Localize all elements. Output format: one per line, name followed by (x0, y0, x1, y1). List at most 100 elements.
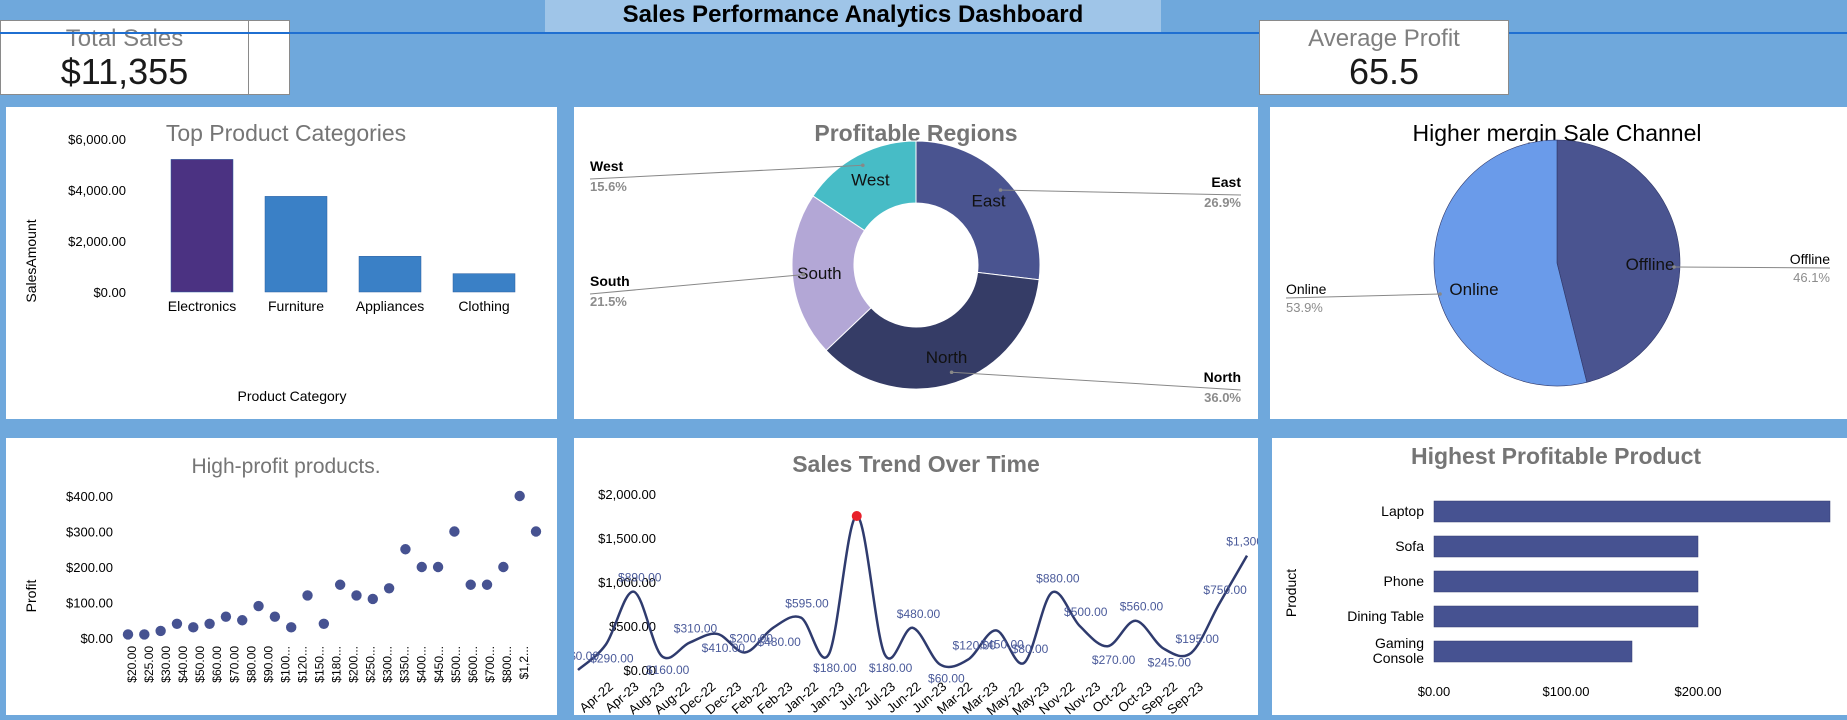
scatter-point[interactable] (498, 561, 509, 573)
leader-line-offline (1673, 266, 1831, 269)
scatter-point[interactable] (351, 590, 362, 601)
peak-marker[interactable] (851, 511, 862, 521)
callout-percent-online: 53.9% (1286, 300, 1323, 315)
scatter-point[interactable] (204, 618, 215, 629)
data-label: $60.00 (928, 672, 965, 686)
x-tick-label: $90.00 (261, 646, 275, 683)
callout-name-west: West (590, 158, 624, 174)
scatter-point[interactable] (188, 622, 199, 633)
kpi-average-profit: Average Profit 65.5 (1259, 20, 1509, 95)
data-label: $750.00 (1203, 583, 1247, 597)
x-tick-label: $70.00 (227, 646, 241, 683)
data-label: $80.00 (1012, 642, 1049, 656)
scatter-point[interactable] (334, 579, 346, 590)
scatter-point[interactable] (237, 615, 248, 626)
callout-name-north: North (1204, 369, 1241, 385)
panel-highest-profitable-product: Highest Profitable Product Product Lapto… (1272, 438, 1847, 715)
y-tick-label: Dining Table (1347, 608, 1424, 624)
scatter-point[interactable] (253, 600, 264, 612)
bar-gaming-console[interactable] (1433, 640, 1633, 663)
data-label: $310.00 (674, 622, 718, 636)
scatter-point[interactable] (367, 593, 378, 605)
scatter-point[interactable] (465, 579, 476, 590)
bar-electronics[interactable] (170, 159, 234, 293)
leader-dot-north (949, 370, 954, 375)
slice-west[interactable] (812, 140, 917, 232)
highest-profitable-product-title: Highest Profitable Product (1411, 443, 1701, 469)
scatter-point[interactable] (286, 622, 297, 633)
bar-dining-table[interactable] (1433, 605, 1699, 628)
x-tick-label: $60.00 (210, 646, 224, 683)
x-tick-label: $800... (500, 646, 514, 683)
scatter-point[interactable] (400, 544, 411, 555)
data-label: $880.00 (1036, 572, 1080, 586)
panel-sale-channel: Higher mergin Sale Channel Offline Offlin… (1270, 107, 1847, 419)
data-label: $195.00 (1176, 632, 1220, 646)
data-label: $180.00 (813, 661, 857, 675)
panel-high-profit-products: High-profit products. Profit $0.00 $100.0… (6, 438, 557, 715)
callout-name-east: East (1211, 174, 1241, 190)
y-tick-label: $6,000.00 (68, 132, 126, 147)
data-label: $560.00 (1120, 600, 1164, 614)
scatter-point[interactable] (514, 490, 525, 502)
callout-percent-north: 36.0% (1204, 390, 1241, 405)
panel-top-product-categories: Top Product Categories Product Category … (6, 107, 557, 419)
panel-sales-trend: Sales Trend Over Time $0.00 $500.00 $1,000… (569, 438, 1280, 718)
scatter-point[interactable] (269, 611, 281, 622)
profitable-regions-chart: Profitable Regions EastEast26.9%NorthNor… (589, 120, 1242, 405)
slice-offline[interactable] (1556, 139, 1681, 383)
x-tick-label: $30.00 (159, 646, 173, 683)
scatter-point[interactable] (122, 629, 134, 640)
callout-percent-offline: 46.1% (1793, 270, 1830, 285)
data-label: $410.00 (702, 641, 746, 655)
data-label: $180.00 (869, 661, 913, 675)
slice-east[interactable] (915, 140, 1041, 281)
y-tick-label: $100.00 (66, 596, 113, 611)
slice-north[interactable] (825, 271, 1040, 390)
scatter-point[interactable] (383, 583, 395, 594)
scatter-point[interactable] (155, 625, 166, 637)
y-tick-label: $4,000.00 (68, 183, 126, 198)
x-tick-label: $0.00 (1418, 684, 1451, 699)
scatter-point[interactable] (302, 590, 313, 601)
bar-clothing[interactable] (452, 273, 516, 293)
y-tick-label: $2,000.00 (598, 487, 656, 502)
top-product-categories-ylabel: SalesAmount (23, 219, 39, 302)
scatter-point[interactable] (171, 618, 183, 629)
y-tick-label: $0.00 (93, 285, 126, 300)
kpi-total-sales-label: Total Sales (65, 25, 184, 52)
bar-phone[interactable] (1433, 570, 1699, 593)
high-profit-products-title: High-profit products. (191, 455, 380, 478)
scatter-point[interactable] (530, 526, 542, 537)
scatter-point[interactable] (449, 526, 460, 537)
y-tick-label: $0.00 (80, 631, 113, 646)
y-tick-label: $1,500.00 (598, 531, 656, 546)
scatter-point[interactable] (432, 561, 444, 573)
slice-south[interactable] (791, 195, 872, 352)
bar-appliances[interactable] (358, 256, 422, 293)
x-tick-label: $120... (295, 646, 309, 683)
sale-channel-chart: Higher mergin Sale Channel Offline Offlin… (1285, 120, 1831, 387)
bar-laptop[interactable] (1433, 500, 1831, 523)
callout-name-offline: Offline (1790, 251, 1830, 267)
scatter-point[interactable] (481, 579, 493, 590)
y-tick-label: $200.00 (66, 560, 113, 575)
data-label: $120.00 (953, 638, 997, 652)
x-tick-label: $250... (364, 646, 378, 683)
leader-line-north (951, 371, 1242, 391)
x-tick-label: $150... (312, 646, 326, 683)
leader-dot-south (801, 272, 806, 277)
scatter-point[interactable] (318, 618, 330, 629)
bar-sofa[interactable] (1433, 535, 1699, 558)
slice-online[interactable] (1433, 139, 1588, 387)
y-tick-label: $1,000.00 (598, 575, 656, 590)
scatter-point[interactable] (220, 611, 232, 622)
scatter-point[interactable] (139, 629, 150, 640)
bar-furniture[interactable] (264, 196, 328, 293)
leader-dot-offline (1672, 265, 1676, 269)
x-tick-label: Furniture (268, 298, 324, 314)
sales-trend-line[interactable] (577, 514, 1249, 671)
y-tick-label: Sofa (1395, 538, 1424, 554)
y-tick-label: $300.00 (66, 525, 113, 540)
scatter-point[interactable] (416, 561, 427, 573)
